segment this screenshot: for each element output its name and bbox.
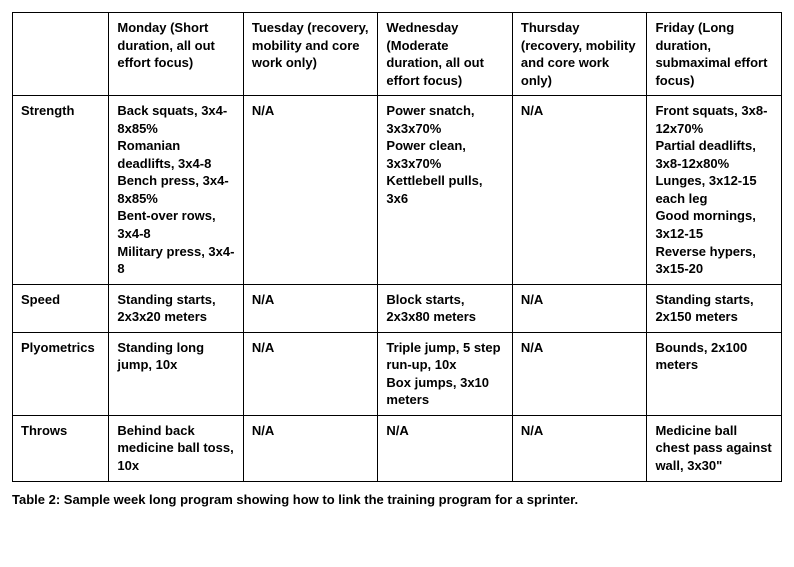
- cell-line: Standing long jump, 10x: [117, 339, 235, 374]
- table-cell: Triple jump, 5 step run-up, 10xBox jumps…: [378, 332, 513, 415]
- table-cell: Behind back medicine ball toss, 10x: [109, 415, 244, 481]
- cell-line: N/A: [252, 102, 370, 120]
- cell-line: N/A: [252, 291, 370, 309]
- table-cell: N/A: [512, 332, 647, 415]
- table-cell: N/A: [243, 332, 378, 415]
- table-cell: N/A: [512, 284, 647, 332]
- table-cell: Power snatch, 3x3x70%Power clean, 3x3x70…: [378, 96, 513, 284]
- training-program-table: Monday (Short duration, all out effort f…: [12, 12, 782, 482]
- header-thursday: Thursday (recovery, mobility and core wo…: [512, 13, 647, 96]
- cell-line: N/A: [252, 422, 370, 440]
- table-body: StrengthBack squats, 3x4-8x85%Romanian d…: [13, 96, 782, 481]
- cell-line: Lunges, 3x12-15 each leg: [655, 172, 773, 207]
- table-cell: N/A: [243, 415, 378, 481]
- cell-line: Standing starts, 2x150 meters: [655, 291, 773, 326]
- cell-line: N/A: [521, 291, 639, 309]
- cell-line: Romanian deadlifts, 3x4-8: [117, 137, 235, 172]
- table-caption: Table 2: Sample week long program showin…: [12, 492, 782, 507]
- cell-line: Bent-over rows, 3x4-8: [117, 207, 235, 242]
- cell-line: Military press, 3x4-8: [117, 243, 235, 278]
- header-monday: Monday (Short duration, all out effort f…: [109, 13, 244, 96]
- header-tuesday: Tuesday (recovery, mobility and core wor…: [243, 13, 378, 96]
- table-cell: Medicine ball chest pass against wall, 3…: [647, 415, 782, 481]
- cell-line: N/A: [252, 339, 370, 357]
- header-blank: [13, 13, 109, 96]
- table-cell: Bounds, 2x100 meters: [647, 332, 782, 415]
- table-row: ThrowsBehind back medicine ball toss, 10…: [13, 415, 782, 481]
- cell-line: Power snatch, 3x3x70%: [386, 102, 504, 137]
- table-cell: Standing starts, 2x3x20 meters: [109, 284, 244, 332]
- cell-line: Block starts, 2x3x80 meters: [386, 291, 504, 326]
- table-cell: Block starts, 2x3x80 meters: [378, 284, 513, 332]
- table-header-row: Monday (Short duration, all out effort f…: [13, 13, 782, 96]
- header-friday: Friday (Long duration, submaximal effort…: [647, 13, 782, 96]
- table-cell: Standing starts, 2x150 meters: [647, 284, 782, 332]
- cell-line: Front squats, 3x8-12x70%: [655, 102, 773, 137]
- cell-line: Box jumps, 3x10 meters: [386, 374, 504, 409]
- table-cell: N/A: [512, 415, 647, 481]
- cell-line: N/A: [521, 422, 639, 440]
- row-label: Strength: [13, 96, 109, 284]
- cell-line: Power clean, 3x3x70%: [386, 137, 504, 172]
- table-cell: N/A: [378, 415, 513, 481]
- table-row: SpeedStanding starts, 2x3x20 meters N/A Bl…: [13, 284, 782, 332]
- cell-line: Partial deadlifts, 3x8-12x80%: [655, 137, 773, 172]
- table-cell: Standing long jump, 10x: [109, 332, 244, 415]
- cell-line: Reverse hypers, 3x15-20: [655, 243, 773, 278]
- cell-line: N/A: [521, 339, 639, 357]
- cell-line: Triple jump, 5 step run-up, 10x: [386, 339, 504, 374]
- header-wednesday: Wednesday (Moderate duration, all out ef…: [378, 13, 513, 96]
- cell-line: Medicine ball chest pass against wall, 3…: [655, 422, 773, 475]
- table-cell: N/A: [243, 96, 378, 284]
- cell-line: Back squats, 3x4-8x85%: [117, 102, 235, 137]
- table-cell: N/A: [512, 96, 647, 284]
- row-label: Speed: [13, 284, 109, 332]
- row-label: Plyometrics: [13, 332, 109, 415]
- table-row: PlyometricsStanding long jump, 10x N/A Tri…: [13, 332, 782, 415]
- cell-line: Kettlebell pulls, 3x6: [386, 172, 504, 207]
- cell-line: Bounds, 2x100 meters: [655, 339, 773, 374]
- cell-line: N/A: [386, 422, 504, 440]
- cell-line: Standing starts, 2x3x20 meters: [117, 291, 235, 326]
- table-cell: Back squats, 3x4-8x85%Romanian deadlifts…: [109, 96, 244, 284]
- cell-line: Behind back medicine ball toss, 10x: [117, 422, 235, 475]
- cell-line: Good mornings, 3x12-15: [655, 207, 773, 242]
- cell-line: N/A: [521, 102, 639, 120]
- row-label: Throws: [13, 415, 109, 481]
- table-row: StrengthBack squats, 3x4-8x85%Romanian d…: [13, 96, 782, 284]
- cell-line: Bench press, 3x4-8x85%: [117, 172, 235, 207]
- table-cell: Front squats, 3x8-12x70%Partial deadlift…: [647, 96, 782, 284]
- table-cell: N/A: [243, 284, 378, 332]
